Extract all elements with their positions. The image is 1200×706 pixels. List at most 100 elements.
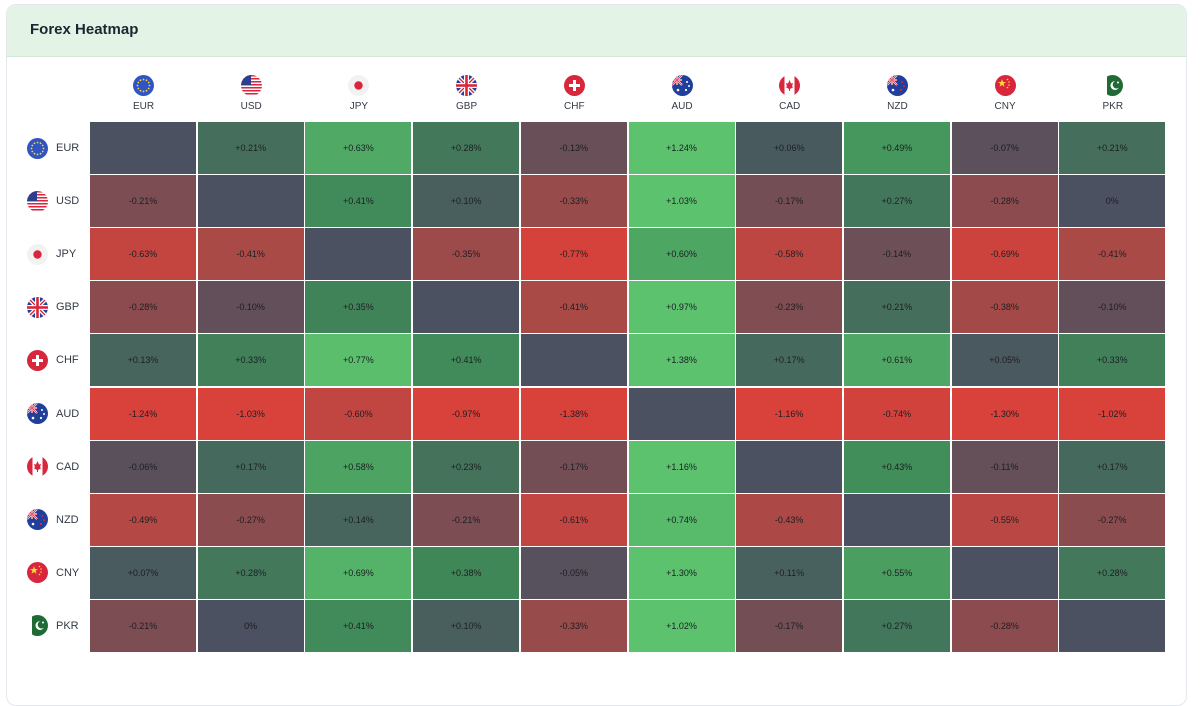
heatmap-cell-jpy-chf[interactable]: -0.77%	[520, 228, 628, 282]
heatmap-cell-nzd-pkr[interactable]: -0.27%	[1059, 493, 1167, 547]
heatmap-cell-cny-usd[interactable]: +0.28%	[197, 546, 305, 600]
heatmap-cell-chf-usd[interactable]: +0.33%	[197, 334, 305, 388]
heatmap-cell-usd-aud[interactable]: +1.03%	[628, 175, 736, 229]
heatmap-cell-eur-jpy[interactable]: +0.63%	[305, 122, 413, 175]
heatmap-cell-eur-chf[interactable]: -0.13%	[520, 122, 628, 175]
heatmap-cell-pkr-nzd[interactable]: +0.27%	[843, 599, 951, 653]
heatmap-cell-nzd-aud[interactable]: +0.74%	[628, 493, 736, 547]
heatmap-cell-aud-nzd[interactable]: -0.74%	[843, 387, 951, 441]
heatmap-cell-eur-usd[interactable]: +0.21%	[197, 122, 305, 175]
heatmap-cell-cad-usd[interactable]: +0.17%	[197, 440, 305, 494]
heatmap-cell-aud-jpy[interactable]: -0.60%	[305, 387, 413, 441]
heatmap-cell-jpy-aud[interactable]: +0.60%	[628, 228, 736, 282]
heatmap-cell-cny-nzd[interactable]: +0.55%	[843, 546, 951, 600]
heatmap-cell-jpy-pkr[interactable]: -0.41%	[1059, 228, 1167, 282]
heatmap-cell-usd-cad[interactable]: -0.17%	[736, 175, 844, 229]
heatmap-cell-cad-aud[interactable]: +1.16%	[628, 440, 736, 494]
heatmap-cell-gbp-jpy[interactable]: +0.35%	[305, 281, 413, 335]
heatmap-cell-pkr-cad[interactable]: -0.17%	[736, 599, 844, 653]
heatmap-cell-chf-nzd[interactable]: +0.61%	[843, 334, 951, 388]
heatmap-cell-chf-chf[interactable]	[520, 334, 628, 388]
heatmap-cell-cny-jpy[interactable]: +0.69%	[305, 546, 413, 600]
heatmap-cell-pkr-eur[interactable]: -0.21%	[90, 599, 197, 653]
heatmap-cell-pkr-jpy[interactable]: +0.41%	[305, 599, 413, 653]
heatmap-cell-pkr-aud[interactable]: +1.02%	[628, 599, 736, 653]
heatmap-cell-cny-chf[interactable]: -0.05%	[520, 546, 628, 600]
heatmap-cell-cad-pkr[interactable]: +0.17%	[1059, 440, 1167, 494]
heatmap-cell-jpy-nzd[interactable]: -0.14%	[843, 228, 951, 282]
heatmap-cell-pkr-pkr[interactable]	[1059, 599, 1167, 653]
heatmap-cell-jpy-cny[interactable]: -0.69%	[951, 228, 1059, 282]
heatmap-cell-chf-cad[interactable]: +0.17%	[736, 334, 844, 388]
heatmap-cell-eur-nzd[interactable]: +0.49%	[843, 122, 951, 175]
heatmap-cell-usd-usd[interactable]	[197, 175, 305, 229]
heatmap-cell-gbp-nzd[interactable]: +0.21%	[843, 281, 951, 335]
heatmap-cell-pkr-gbp[interactable]: +0.10%	[413, 599, 521, 653]
heatmap-cell-chf-jpy[interactable]: +0.77%	[305, 334, 413, 388]
heatmap-cell-aud-cny[interactable]: -1.30%	[951, 387, 1059, 441]
heatmap-cell-nzd-nzd[interactable]	[843, 493, 951, 547]
heatmap-cell-pkr-usd[interactable]: 0%	[197, 599, 305, 653]
heatmap-cell-nzd-jpy[interactable]: +0.14%	[305, 493, 413, 547]
heatmap-cell-cny-eur[interactable]: +0.07%	[90, 546, 197, 600]
heatmap-cell-nzd-eur[interactable]: -0.49%	[90, 493, 197, 547]
heatmap-cell-usd-gbp[interactable]: +0.10%	[413, 175, 521, 229]
heatmap-cell-cny-pkr[interactable]: +0.28%	[1059, 546, 1167, 600]
heatmap-cell-jpy-gbp[interactable]: -0.35%	[413, 228, 521, 282]
heatmap-cell-aud-chf[interactable]: -1.38%	[520, 387, 628, 441]
heatmap-cell-cad-chf[interactable]: -0.17%	[520, 440, 628, 494]
heatmap-cell-usd-eur[interactable]: -0.21%	[90, 175, 197, 229]
heatmap-cell-pkr-cny[interactable]: -0.28%	[951, 599, 1059, 653]
heatmap-cell-aud-aud[interactable]	[628, 387, 736, 441]
heatmap-cell-usd-pkr[interactable]: 0%	[1059, 175, 1167, 229]
heatmap-cell-eur-cny[interactable]: -0.07%	[951, 122, 1059, 175]
heatmap-cell-usd-nzd[interactable]: +0.27%	[843, 175, 951, 229]
heatmap-cell-aud-gbp[interactable]: -0.97%	[413, 387, 521, 441]
heatmap-cell-cad-eur[interactable]: -0.06%	[90, 440, 197, 494]
heatmap-cell-gbp-aud[interactable]: +0.97%	[628, 281, 736, 335]
heatmap-cell-usd-chf[interactable]: -0.33%	[520, 175, 628, 229]
heatmap-cell-cad-nzd[interactable]: +0.43%	[843, 440, 951, 494]
heatmap-cell-gbp-cad[interactable]: -0.23%	[736, 281, 844, 335]
heatmap-cell-nzd-gbp[interactable]: -0.21%	[413, 493, 521, 547]
heatmap-cell-cny-aud[interactable]: +1.30%	[628, 546, 736, 600]
heatmap-cell-aud-usd[interactable]: -1.03%	[197, 387, 305, 441]
heatmap-cell-aud-pkr[interactable]: -1.02%	[1059, 387, 1167, 441]
heatmap-cell-chf-gbp[interactable]: +0.41%	[413, 334, 521, 388]
heatmap-cell-cad-gbp[interactable]: +0.23%	[413, 440, 521, 494]
heatmap-cell-chf-cny[interactable]: +0.05%	[951, 334, 1059, 388]
heatmap-cell-cny-cad[interactable]: +0.11%	[736, 546, 844, 600]
heatmap-cell-gbp-chf[interactable]: -0.41%	[520, 281, 628, 335]
heatmap-cell-gbp-usd[interactable]: -0.10%	[197, 281, 305, 335]
heatmap-cell-cny-cny[interactable]	[951, 546, 1059, 600]
heatmap-cell-nzd-cad[interactable]: -0.43%	[736, 493, 844, 547]
heatmap-cell-eur-eur[interactable]	[90, 122, 197, 175]
heatmap-cell-nzd-usd[interactable]: -0.27%	[197, 493, 305, 547]
heatmap-cell-gbp-eur[interactable]: -0.28%	[90, 281, 197, 335]
heatmap-cell-nzd-chf[interactable]: -0.61%	[520, 493, 628, 547]
heatmap-cell-aud-eur[interactable]: -1.24%	[90, 387, 197, 441]
heatmap-cell-cad-cny[interactable]: -0.11%	[951, 440, 1059, 494]
heatmap-cell-gbp-cny[interactable]: -0.38%	[951, 281, 1059, 335]
heatmap-cell-usd-jpy[interactable]: +0.41%	[305, 175, 413, 229]
heatmap-cell-gbp-gbp[interactable]	[413, 281, 521, 335]
heatmap-cell-eur-pkr[interactable]: +0.21%	[1059, 122, 1167, 175]
heatmap-cell-chf-pkr[interactable]: +0.33%	[1059, 334, 1167, 388]
heatmap-cell-jpy-cad[interactable]: -0.58%	[736, 228, 844, 282]
heatmap-cell-aud-cad[interactable]: -1.16%	[736, 387, 844, 441]
heatmap-cell-pkr-chf[interactable]: -0.33%	[520, 599, 628, 653]
heatmap-cell-cny-gbp[interactable]: +0.38%	[413, 546, 521, 600]
heatmap-cell-jpy-usd[interactable]: -0.41%	[197, 228, 305, 282]
heatmap-cell-eur-gbp[interactable]: +0.28%	[413, 122, 521, 175]
heatmap-cell-cad-jpy[interactable]: +0.58%	[305, 440, 413, 494]
heatmap-cell-chf-eur[interactable]: +0.13%	[90, 334, 197, 388]
heatmap-cell-jpy-jpy[interactable]	[305, 228, 413, 282]
heatmap-cell-usd-cny[interactable]: -0.28%	[951, 175, 1059, 229]
heatmap-cell-nzd-cny[interactable]: -0.55%	[951, 493, 1059, 547]
heatmap-cell-chf-aud[interactable]: +1.38%	[628, 334, 736, 388]
heatmap-cell-jpy-eur[interactable]: -0.63%	[90, 228, 197, 282]
heatmap-cell-eur-cad[interactable]: +0.06%	[736, 122, 844, 175]
heatmap-cell-gbp-pkr[interactable]: -0.10%	[1059, 281, 1167, 335]
heatmap-cell-cad-cad[interactable]	[736, 440, 844, 494]
heatmap-cell-eur-aud[interactable]: +1.24%	[628, 122, 736, 175]
